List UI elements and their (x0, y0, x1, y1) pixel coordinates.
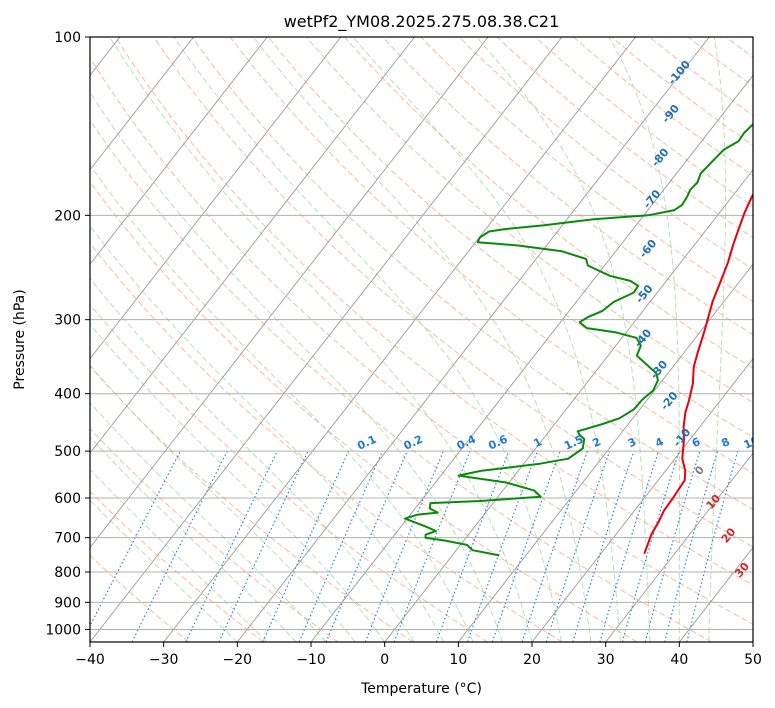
mixing-ratio-line (298, 450, 384, 642)
y-tick-label: 600 (54, 491, 81, 507)
moist-adiabat-line (90, 468, 268, 642)
dry-adiabat-line (90, 303, 488, 642)
mixing-ratio-line (664, 450, 719, 642)
isotherm-line (90, 37, 415, 454)
dry-adiabat-line (90, 119, 712, 642)
x-tick-label: 10 (449, 652, 467, 668)
dry-adiabat-line (90, 242, 563, 642)
temperature-line (643, 192, 753, 555)
moist-adiabat-line (90, 401, 327, 642)
moist-adiabat-line (476, 37, 651, 642)
isotherm-line (90, 37, 194, 171)
x-axis: −40 −30 −20 −10 0 10 20 30 40 50 (75, 642, 762, 668)
x-tick-label: −40 (75, 652, 105, 668)
dry-adiabat-line (420, 37, 753, 303)
x-tick-label: 50 (744, 652, 762, 668)
y-tick-label: 200 (54, 208, 81, 224)
plot-frame (89, 36, 754, 643)
y-axis: 1000 900 800 700 600 500 400 300 200 100 (45, 30, 90, 638)
dry-adiabat-line (191, 37, 753, 511)
moist-adiabat-line (90, 323, 386, 642)
x-tick-label: −10 (296, 652, 326, 668)
dry-adiabat-line (90, 181, 638, 642)
mixing-ratio-line (621, 450, 680, 642)
isotherm-line (90, 37, 489, 549)
moist-adiabat-line (608, 37, 680, 642)
isotherm-line (163, 37, 636, 642)
dewpoint-line (404, 122, 753, 557)
plot-background (90, 37, 753, 642)
moist-adiabat-line (109, 37, 533, 642)
isotherm-line (384, 169, 753, 642)
x-tick-label: 40 (670, 652, 688, 668)
mixing-ratio-line (572, 450, 635, 642)
moist-adiabat-line (90, 225, 445, 642)
mixing-ratio-line (521, 450, 589, 642)
y-tick-label: 500 (54, 444, 81, 460)
background-lines (90, 37, 753, 642)
y-axis-title: Pressure (hPa) (12, 289, 28, 389)
y-tick-label: 400 (54, 387, 81, 403)
x-tick-label: 0 (380, 652, 389, 668)
mixing-ratio-line (185, 450, 278, 642)
y-tick-label: 800 (54, 565, 81, 581)
isotherm-line (605, 452, 753, 642)
dry-adiabat-line (153, 37, 753, 548)
mixing-ratio-line (644, 450, 701, 642)
dry-adiabat-line (115, 37, 753, 586)
y-tick-label: 100 (54, 30, 81, 46)
mixing-ratio-line (686, 450, 739, 642)
x-tick-label: 20 (523, 652, 541, 668)
isotherm-line (236, 37, 710, 642)
x-tick-label: −30 (149, 652, 179, 668)
isotherm-line (531, 357, 753, 642)
y-tick-label: 700 (54, 531, 81, 547)
x-tick-label: 30 (597, 652, 615, 668)
y-tick-label: 300 (54, 313, 81, 329)
isotherm-line (90, 37, 342, 360)
dry-adiabat-line (534, 37, 753, 207)
moist-adiabat-line (173, 37, 562, 642)
mixing-ratio-line (325, 450, 408, 642)
dry-adiabat-line (458, 37, 753, 270)
dry-adiabat-line (496, 37, 753, 239)
mixing-ratio-line (491, 450, 561, 642)
y-tick-label: 900 (54, 595, 81, 611)
x-tick-label: −20 (223, 652, 253, 668)
isotherm-line (310, 74, 753, 642)
isotherm-line (90, 37, 268, 265)
dry-adiabat-line (90, 427, 339, 642)
mixing-ratio-line (218, 450, 309, 642)
dry-adiabat-line (90, 490, 264, 642)
mixing-ratio-line (466, 450, 538, 642)
profile-lines (404, 122, 753, 557)
dry-adiabat-label: 40 (750, 593, 770, 613)
mixing-ratio-line (599, 450, 660, 642)
isotherm-line (90, 37, 563, 642)
moist-adiabat-line (90, 277, 415, 642)
y-tick-label: 1000 (45, 622, 81, 638)
mixing-ratio-label: 10 (742, 433, 762, 451)
isotherm-line (457, 263, 753, 642)
chart-title: wetPf2_YM08.2025.275.08.38.C21 (284, 12, 560, 32)
moist-adiabat-line (90, 364, 356, 642)
mixing-ratio-line (262, 450, 350, 642)
moist-adiabat-line (90, 91, 503, 642)
moist-adiabat-line (252, 37, 592, 642)
moist-adiabat-line (90, 499, 238, 642)
moist-adiabat-line (708, 37, 727, 642)
dry-adiabat-line (90, 56, 753, 625)
x-axis-title: Temperature (°C) (360, 681, 482, 697)
